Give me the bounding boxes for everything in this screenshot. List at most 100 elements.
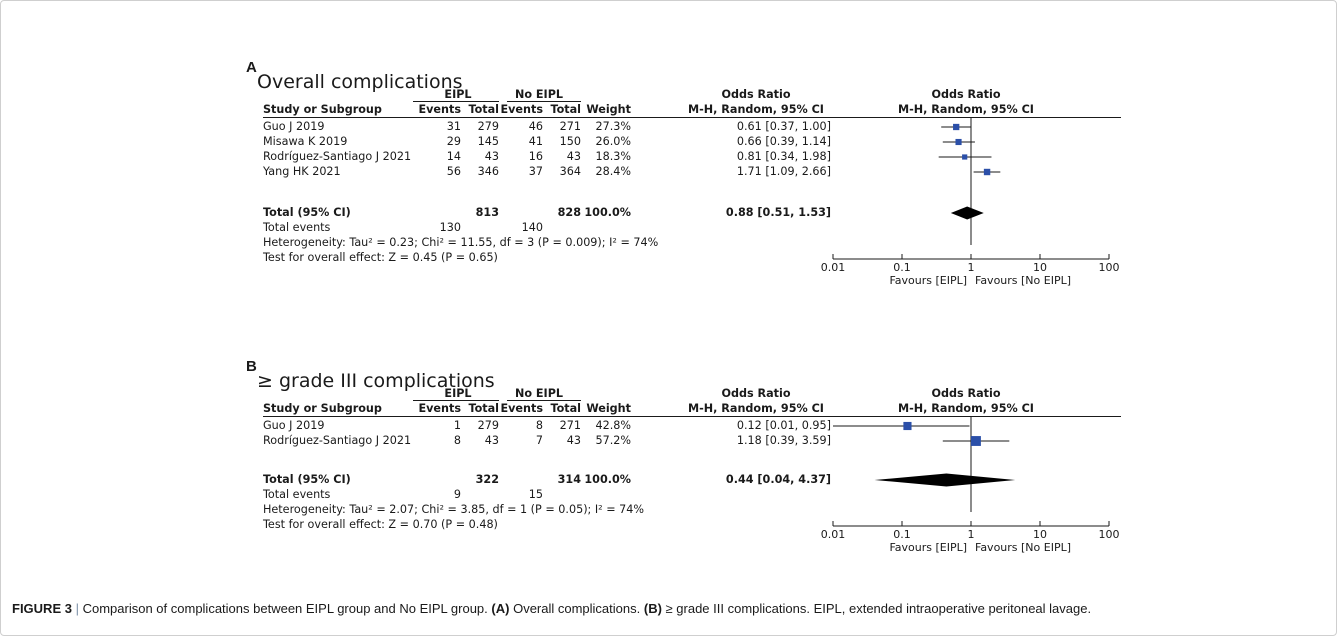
total2: 364: [559, 165, 581, 178]
study-marker: [962, 154, 968, 160]
total1-col-header: Total: [468, 402, 499, 415]
total2: 150: [559, 135, 581, 148]
panel-letter: B: [246, 358, 257, 375]
total-or-text: 0.88 [0.51, 1.53]: [725, 206, 831, 219]
header-rule: [263, 117, 833, 118]
or-text: 0.81 [0.34, 1.98]: [736, 150, 831, 163]
study-name: Rodríguez-Santiago J 2021: [263, 434, 412, 447]
header-rule: [263, 416, 833, 417]
study-marker: [983, 168, 991, 176]
events2: 37: [528, 165, 543, 178]
total1: 279: [477, 120, 499, 133]
study-name: Rodríguez-Santiago J 2021: [263, 150, 412, 163]
total2: 43: [566, 434, 581, 447]
x-tick-label: 1: [968, 528, 975, 541]
total1: 43: [484, 150, 499, 163]
events1: 8: [453, 434, 461, 447]
study-marker: [955, 138, 962, 146]
events2: 41: [528, 135, 543, 148]
weight: 26.0%: [595, 135, 631, 148]
events1-col-header: Events: [418, 402, 462, 415]
group1-underline: [413, 101, 499, 102]
panel-title: ≥ grade III complications: [257, 370, 495, 392]
study-marker: [903, 421, 912, 431]
x-tick-label: 10: [1033, 261, 1047, 274]
overall-effect-text: Test for overall effect: Z = 0.70 (P = 0…: [263, 518, 498, 531]
total1: 279: [477, 419, 499, 432]
total-label: Total (95% CI): [263, 473, 351, 486]
overall-effect-text: Test for overall effect: Z = 0.45 (P = 0…: [263, 251, 498, 264]
panel-a: A Overall complications EIPL No EIPL Odd…: [1, 59, 1341, 299]
total2-sum: 314: [557, 473, 581, 486]
total2-col-header: Total: [550, 103, 581, 116]
favours-left-label: Favours [EIPL]: [889, 541, 967, 554]
x-tick-label: 100: [1099, 261, 1120, 274]
group2-underline: [507, 101, 581, 102]
total1-sum: 813: [475, 206, 499, 219]
or-text: 0.12 [0.01, 0.95]: [736, 419, 831, 432]
study-name: Guo J 2019: [263, 419, 325, 432]
study-name: Yang HK 2021: [263, 165, 341, 178]
group1-header: EIPL: [444, 88, 472, 101]
weight-col-header: Weight: [586, 103, 631, 116]
total1-sum: 322: [475, 473, 499, 486]
pooled-diamond: [874, 473, 1016, 487]
weight: 18.3%: [595, 150, 631, 163]
favours-left-label: Favours [EIPL]: [889, 274, 967, 287]
favours-right-label: Favours [No EIPL]: [975, 274, 1071, 287]
caption-label-b: (B): [643, 601, 662, 616]
events2-col-header: Events: [500, 402, 544, 415]
total2: 43: [566, 150, 581, 163]
events2: 7: [535, 434, 543, 447]
forest-plot: 0.01 0.1 1 10 100 Favours [EIPL] Favours [No E…: [821, 416, 1120, 554]
total-label: Total (95% CI): [263, 206, 351, 219]
panel-b: B ≥ grade III complications EIPL No EIPL…: [1, 358, 1341, 598]
or-method-header: M-H, Random, 95% CI: [688, 402, 824, 415]
weight: 57.2%: [595, 434, 631, 447]
events1: 29: [446, 135, 461, 148]
figure-caption: FIGURE 3 | Comparison of complications b…: [12, 598, 1332, 619]
total2-sum: 828: [557, 206, 581, 219]
caption-intro: Comparison of complications between EIPL…: [82, 601, 488, 616]
study-col-header: Study or Subgroup: [263, 402, 382, 415]
weight: 42.8%: [595, 419, 631, 432]
events1: 31: [446, 120, 461, 133]
total2-col-header: Total: [550, 402, 581, 415]
events2: 16: [528, 150, 543, 163]
or-text: 1.18 [0.39, 3.59]: [736, 434, 831, 447]
total-weight: 100.0%: [584, 206, 631, 219]
x-tick-label: 10: [1033, 528, 1047, 541]
plot-header-rule: [833, 416, 1121, 417]
events2-col-header: Events: [500, 103, 544, 116]
caption-label-a: (A): [491, 601, 510, 616]
x-tick-label: 1: [968, 261, 975, 274]
weight-col-header: Weight: [586, 402, 631, 415]
pooled-diamond: [950, 206, 984, 220]
caption-text-a: Overall complications.: [513, 601, 641, 616]
events1: 56: [446, 165, 461, 178]
x-tick-label: 0.1: [893, 261, 911, 274]
study-name: Guo J 2019: [263, 120, 325, 133]
total-events-label: Total events: [263, 488, 331, 501]
study-name: Misawa K 2019: [263, 135, 348, 148]
or-text: 1.71 [1.09, 2.66]: [736, 165, 831, 178]
figure-label: FIGURE 3: [12, 601, 72, 616]
group2-header: No EIPL: [514, 88, 564, 101]
total-events-label: Total events: [263, 221, 331, 234]
heterogeneity-text: Heterogeneity: Tau² = 0.23; Chi² = 11.55…: [263, 236, 659, 249]
total1-col-header: Total: [468, 103, 499, 116]
events2: 46: [528, 120, 543, 133]
total-events2: 140: [521, 221, 543, 234]
x-tick-label: 100: [1099, 528, 1120, 541]
heterogeneity-text: Heterogeneity: Tau² = 2.07; Chi² = 3.85,…: [263, 503, 645, 516]
caption-text-b: ≥ grade III complications. EIPL, extende…: [665, 601, 1092, 616]
plot-title: Odds Ratio: [931, 387, 1001, 400]
plot-method: M-H, Random, 95% CI: [898, 402, 1034, 415]
study-marker: [953, 123, 960, 131]
panel-letter: A: [246, 59, 257, 76]
x-tick-label: 0.1: [893, 528, 911, 541]
total1: 346: [477, 165, 499, 178]
events2: 8: [535, 419, 543, 432]
weight: 27.3%: [595, 120, 631, 133]
group1-underline: [413, 400, 499, 401]
